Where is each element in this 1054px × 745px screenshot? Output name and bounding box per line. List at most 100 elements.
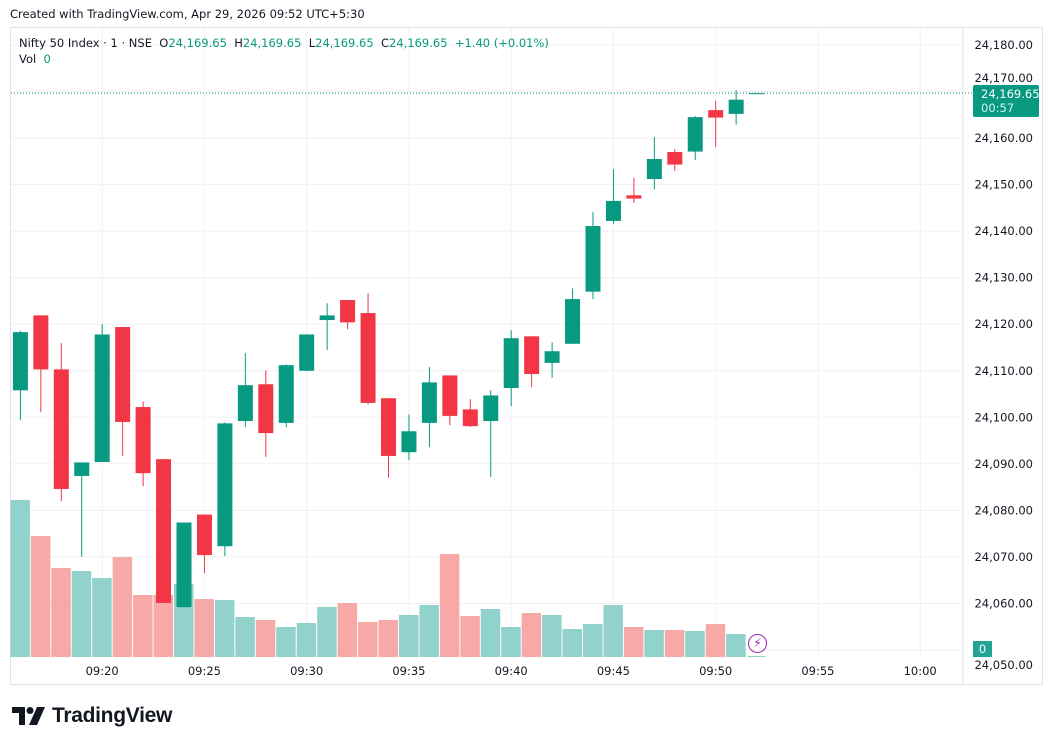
volume-bar	[153, 595, 174, 657]
candle-body	[544, 351, 560, 363]
candle-body	[483, 395, 499, 422]
candle-body	[667, 152, 683, 165]
candle-body	[319, 315, 335, 321]
price-tick-label: 24,090.00	[974, 457, 1033, 471]
volume-bar	[10, 500, 30, 657]
time-tick-label: 10:00	[904, 664, 937, 678]
candle-body	[115, 327, 131, 422]
volume-bar	[623, 627, 644, 657]
grid	[11, 28, 973, 684]
candle-body	[401, 431, 417, 453]
volume-bar	[112, 557, 133, 657]
candle-body	[646, 159, 662, 180]
candle-body	[196, 514, 212, 556]
candle-body	[360, 313, 376, 403]
volume-bar	[664, 630, 685, 657]
volume-tag: 0	[973, 641, 992, 657]
volume-bar	[460, 616, 480, 657]
change-value: +1.40 (+0.01%)	[454, 36, 549, 50]
open-label: O	[159, 36, 169, 50]
volume-bar	[133, 595, 153, 657]
tradingview-logo-icon	[12, 707, 45, 725]
legend-ohlc-row: Nifty 50 Index · 1 · NSE O24,169.65 H24,…	[19, 35, 549, 51]
candle-body	[217, 423, 233, 547]
low-value: 24,169.65	[315, 36, 374, 50]
volume-bar	[92, 578, 112, 657]
volume-bar	[296, 623, 317, 657]
volume-bar	[685, 631, 705, 657]
volume-bar	[603, 605, 623, 657]
volume-bar	[398, 615, 419, 657]
candle-body	[565, 299, 581, 344]
price-tick-label: 24,130.00	[974, 271, 1033, 285]
symbol-name[interactable]: Nifty 50 Index · 1 · NSE	[19, 36, 152, 50]
candles	[12, 90, 765, 608]
price-tick-label: 24,150.00	[974, 178, 1033, 192]
volume-bar	[337, 603, 358, 657]
candle-body	[299, 334, 315, 371]
candle-body	[524, 336, 540, 375]
time-tick-label: 09:30	[290, 664, 323, 678]
price-tick-label: 24,050.00	[974, 658, 1033, 672]
candle-body	[381, 398, 396, 456]
volume-bar	[378, 620, 398, 657]
time-tick-label: 09:25	[188, 664, 221, 678]
candle-body	[728, 99, 744, 114]
price-tick-label: 24,170.00	[974, 71, 1033, 85]
volume-bar	[705, 624, 726, 657]
volume-bar	[71, 571, 92, 657]
volume-value: 0	[43, 52, 51, 66]
volume-bar	[419, 605, 439, 657]
time-axis: 09:20 09:25 09:30 09:35 09:40 09:45 09:50 09:55…	[86, 664, 937, 678]
volume-bar	[194, 599, 214, 657]
high-value: 24,169.65	[242, 36, 302, 50]
candle-body	[503, 338, 519, 388]
candle-body	[421, 382, 437, 423]
volume-bar	[235, 617, 255, 657]
volume-bar	[644, 630, 664, 657]
time-tick-label: 09:45	[597, 664, 630, 678]
legend: Nifty 50 Index · 1 · NSE O24,169.65 H24,…	[19, 35, 549, 67]
candle-body	[687, 117, 703, 152]
lightning-bolt-icon[interactable]: ⚡︎	[748, 634, 767, 653]
candle-body	[340, 300, 356, 323]
volume-bar	[30, 536, 51, 657]
candle-body	[708, 110, 724, 118]
volume-bars	[10, 500, 766, 657]
logo-text: TradingView	[52, 704, 173, 727]
last-price-tag: 24,169.65 00:57	[973, 85, 1040, 117]
volume-bar	[480, 609, 501, 657]
tradingview-logo: TradingView	[12, 704, 172, 728]
price-tick-label: 24,110.00	[974, 364, 1033, 378]
price-tick-label: 24,060.00	[974, 596, 1033, 610]
bar-countdown: 00:57	[981, 101, 1015, 115]
volume-label: Vol	[19, 52, 37, 66]
candle-body	[74, 462, 90, 476]
close-value: 24,169.65	[389, 36, 448, 50]
candle-body	[278, 365, 294, 423]
candle-body	[749, 93, 765, 95]
volume-bar	[358, 622, 378, 657]
last-price: 24,169.65	[981, 87, 1040, 101]
candle-body	[605, 200, 621, 221]
chart-frame	[10, 27, 1043, 685]
candle-body	[585, 226, 601, 292]
candle-body	[33, 315, 49, 370]
volume-bar	[276, 627, 296, 657]
volume-bar	[317, 607, 337, 657]
volume-bar	[542, 615, 562, 657]
price-tick-label: 24,120.00	[974, 317, 1033, 331]
volume-bar	[583, 624, 603, 657]
price-tick-label: 24,180.00	[974, 38, 1033, 52]
volume-bar	[255, 620, 276, 657]
high-label: H	[234, 36, 243, 50]
price-tick-label: 24,080.00	[974, 503, 1033, 517]
close-label: C	[380, 36, 389, 50]
candle-body	[258, 384, 274, 434]
candle-body	[442, 375, 458, 416]
created-with-caption: Created with TradingView.com, Apr 29, 20…	[10, 7, 365, 21]
price-tick-label: 24,140.00	[974, 224, 1033, 238]
candle-body	[94, 334, 110, 462]
time-tick-label: 09:55	[801, 664, 834, 678]
